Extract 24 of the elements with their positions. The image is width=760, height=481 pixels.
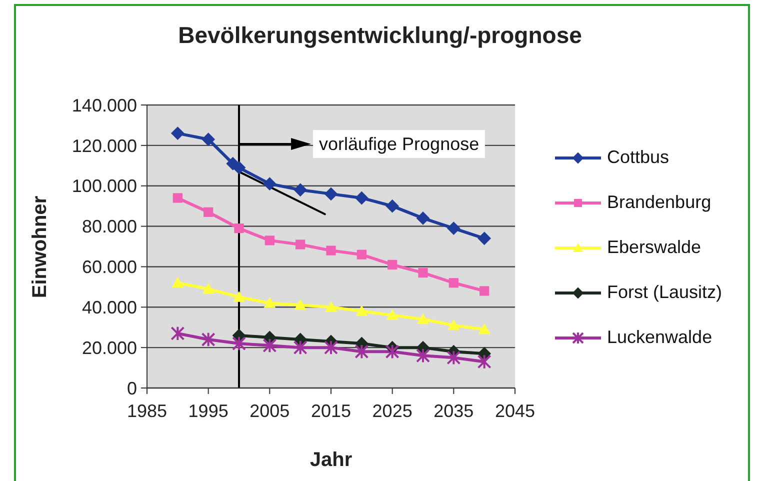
y-tick-label: 100.000 (72, 176, 137, 196)
x-axis-title: Jahr (308, 449, 354, 472)
x-tick-label: 1985 (126, 400, 168, 421)
x-tick-label: 2005 (250, 400, 290, 421)
legend-label: Brandenburg (607, 192, 712, 213)
y-tick-label: 80.000 (82, 216, 137, 237)
x-tick-label: 2045 (494, 400, 536, 421)
y-tick-label: 120.000 (72, 136, 137, 156)
x-tick-label: 2015 (310, 400, 352, 421)
y-tick-label: 0 (126, 378, 137, 398)
legend-label: Cottbus (607, 147, 670, 168)
chart-title: Bevölkerungsentwicklung/-prognose (177, 22, 583, 49)
y-tick-label: 20.000 (82, 338, 137, 358)
legend-label: Luckenwalde (607, 327, 712, 348)
y-tick-label: 40.000 (82, 298, 137, 318)
x-tick-label: 2025 (372, 400, 412, 421)
y-axis-title: Einwohner (28, 194, 52, 300)
x-tick-label: 1995 (188, 400, 228, 421)
legend-label: Forst (Lausitz) (607, 282, 722, 303)
y-tick-label: 140.000 (72, 95, 137, 116)
y-tick-label: 60.000 (82, 257, 137, 278)
x-tick-label: 2035 (434, 400, 474, 421)
annotation: vorläufige Prognose (313, 130, 486, 158)
legend-label: Eberswalde (607, 237, 702, 258)
